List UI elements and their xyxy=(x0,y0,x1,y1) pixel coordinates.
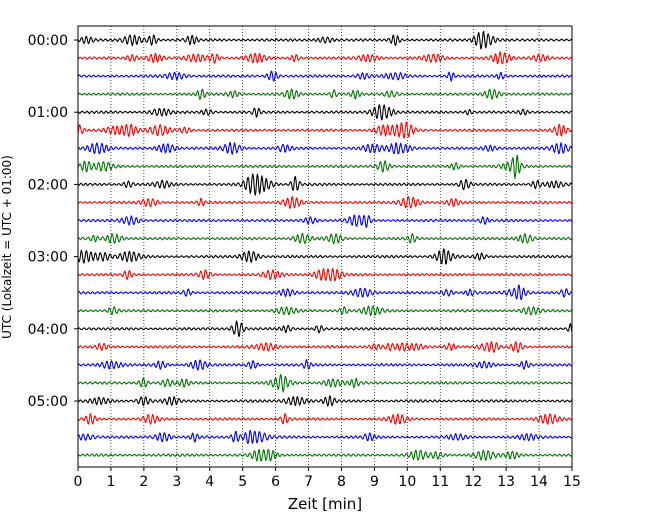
plot-frame xyxy=(77,25,573,468)
x-axis-ticks: 0 1 2 3 4 5 6 7 8 9 10 11 12 13 14 15 xyxy=(74,467,581,490)
x-tick-label: 13 xyxy=(497,474,515,490)
trace-0545 xyxy=(77,448,573,462)
y-tick-label: 01:00 xyxy=(28,105,68,121)
trace-0115 xyxy=(77,121,573,139)
trace-0300 xyxy=(77,248,573,265)
trace-0315 xyxy=(77,267,573,282)
x-tick-label: 6 xyxy=(271,474,280,490)
x-tick-label: 0 xyxy=(74,474,83,490)
trace-0030 xyxy=(77,70,573,82)
trace-0515 xyxy=(77,413,573,425)
trace-0330 xyxy=(77,284,573,301)
trace-0400 xyxy=(77,320,573,337)
y-tick-label: 04:00 xyxy=(28,322,68,338)
x-tick-label: 11 xyxy=(431,474,449,490)
x-axis-label: Zeit [min] xyxy=(288,495,362,513)
trace-0200 xyxy=(77,173,573,196)
trace-0500 xyxy=(77,395,573,407)
trace-0000 xyxy=(77,30,573,50)
x-tick-label: 1 xyxy=(106,474,115,490)
x-tick-label: 8 xyxy=(337,474,346,490)
x-tick-label: 15 xyxy=(563,474,581,490)
trace-0445 xyxy=(77,373,573,393)
x-tick-label: 3 xyxy=(172,474,181,490)
x-tick-label: 9 xyxy=(370,474,379,490)
x-tick-label: 7 xyxy=(304,474,313,490)
trace-0015 xyxy=(77,51,573,65)
y-axis-label: UTC (Lokalzeit = UTC + 01:00) xyxy=(0,155,14,339)
trace-0415 xyxy=(77,341,573,353)
x-tick-label: 5 xyxy=(238,474,247,490)
trace-0100 xyxy=(77,104,573,121)
y-tick-label: 05:00 xyxy=(28,394,68,410)
y-tick-label: 00:00 xyxy=(28,33,68,49)
trace-0530 xyxy=(77,429,573,444)
trace-0345 xyxy=(77,305,573,317)
y-axis-ticks: 00:00 01:00 02:00 03:00 04:00 05:00 xyxy=(28,33,78,410)
plot-area xyxy=(78,26,572,467)
trace-0430 xyxy=(77,359,573,371)
trace-0145 xyxy=(77,154,573,180)
trace-0215 xyxy=(77,196,572,209)
traces xyxy=(77,30,573,462)
x-tick-label: 12 xyxy=(464,474,482,490)
x-tick-label: 2 xyxy=(139,474,148,490)
trace-0245 xyxy=(77,232,573,245)
trace-0230 xyxy=(77,214,573,228)
y-tick-label: 03:00 xyxy=(28,250,68,266)
x-tick-label: 14 xyxy=(530,474,548,490)
x-tick-label: 10 xyxy=(398,474,416,490)
trace-0130 xyxy=(77,141,573,155)
trace-0045 xyxy=(77,88,573,100)
x-tick-label: 4 xyxy=(205,474,214,490)
y-tick-label: 02:00 xyxy=(28,177,68,193)
